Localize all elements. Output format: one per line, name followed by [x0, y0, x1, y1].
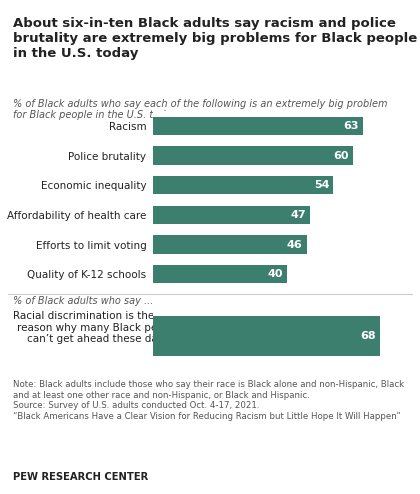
Text: % of Black adults who say ...: % of Black adults who say ... — [13, 296, 153, 306]
Text: About six-in-ten Black adults say racism and police
brutality are extremely big : About six-in-ten Black adults say racism… — [13, 17, 417, 60]
Text: PEW RESEARCH CENTER: PEW RESEARCH CENTER — [13, 472, 148, 482]
Bar — [153, 206, 310, 224]
Bar — [153, 265, 286, 284]
Bar — [153, 235, 307, 254]
Bar — [153, 176, 333, 195]
Bar — [153, 146, 353, 165]
Text: 68: 68 — [360, 331, 376, 341]
Text: % of Black adults who say each of the following is an extremely big problem
for : % of Black adults who say each of the fo… — [13, 99, 387, 121]
Text: 40: 40 — [267, 269, 283, 279]
Bar — [153, 117, 363, 135]
Text: 60: 60 — [334, 151, 349, 161]
Bar — [153, 316, 380, 356]
Text: 54: 54 — [314, 180, 329, 190]
Text: 46: 46 — [287, 240, 302, 249]
Text: Racial discrimination is the main
reason why many Black people
can’t get ahead t: Racial discrimination is the main reason… — [13, 311, 183, 344]
Text: 63: 63 — [344, 121, 359, 131]
Text: 47: 47 — [290, 210, 306, 220]
Text: Note: Black adults include those who say their race is Black alone and non-Hispa: Note: Black adults include those who say… — [13, 380, 404, 420]
